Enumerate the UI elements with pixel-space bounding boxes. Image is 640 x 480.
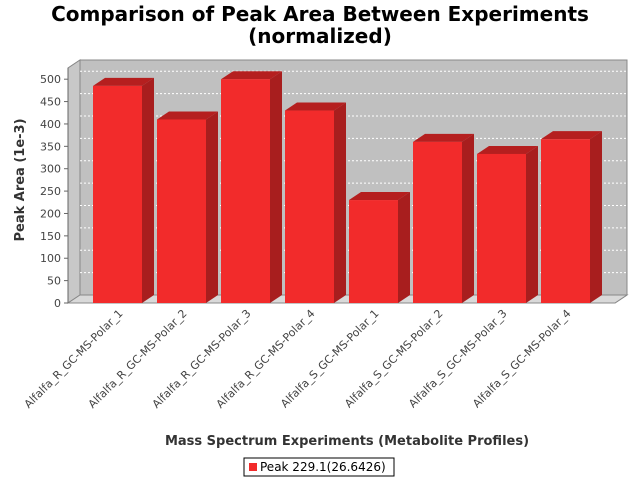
bar bbox=[221, 71, 282, 303]
bar-side bbox=[462, 133, 474, 303]
bar-top bbox=[477, 145, 538, 154]
bar-front bbox=[93, 85, 142, 304]
plot-left-wall bbox=[67, 59, 81, 304]
bar-front bbox=[349, 200, 398, 303]
y-tick-label: 500 bbox=[40, 73, 61, 86]
bar-top bbox=[349, 192, 410, 201]
bar bbox=[93, 77, 154, 304]
bar-side bbox=[334, 102, 346, 304]
legend-label: Peak 229.1(26.6426) bbox=[260, 460, 386, 474]
legend: Peak 229.1(26.6426) bbox=[243, 457, 395, 477]
chart-title: Comparison of Peak Area Between Experime… bbox=[51, 2, 589, 26]
y-tick-label: 0 bbox=[54, 297, 61, 310]
y-tick-label: 450 bbox=[40, 96, 61, 109]
x-axis-title: Mass Spectrum Experiments (Metabolite Pr… bbox=[165, 434, 529, 449]
y-tick-label: 250 bbox=[40, 185, 61, 198]
bar bbox=[157, 111, 218, 303]
y-tick-label: 100 bbox=[40, 252, 61, 265]
bar-side bbox=[206, 111, 218, 303]
bar-top bbox=[157, 111, 218, 120]
y-tick-label: 300 bbox=[40, 163, 61, 176]
bar-front bbox=[285, 110, 334, 304]
y-tick-label: 200 bbox=[40, 207, 61, 220]
y-axis-title: Peak Area (1e-3) bbox=[13, 118, 28, 241]
y-axis: 0 50 100 150 200 250 300 350 400 450 500 bbox=[40, 68, 69, 310]
bar-front bbox=[221, 79, 270, 303]
bar-top bbox=[413, 133, 474, 142]
bar bbox=[349, 192, 410, 303]
legend-box bbox=[243, 457, 395, 477]
x-tick-labels: Alfalfa_R_GC-MS-Polar_1Alfalfa_R_GC-MS-P… bbox=[22, 307, 574, 411]
y-tick-label: 400 bbox=[40, 118, 61, 131]
bar-side bbox=[270, 71, 282, 303]
bar-side bbox=[526, 145, 538, 303]
bar-side bbox=[142, 77, 154, 304]
bar-front bbox=[477, 153, 526, 303]
bars bbox=[93, 71, 602, 304]
bar-side bbox=[398, 192, 410, 303]
bar-top bbox=[285, 102, 346, 111]
bar-top bbox=[541, 131, 602, 140]
y-tick-label: 150 bbox=[40, 230, 61, 243]
bar-side bbox=[590, 131, 602, 303]
bar-top bbox=[93, 77, 154, 86]
bar bbox=[477, 145, 538, 303]
bar-front bbox=[157, 119, 206, 303]
legend-swatch bbox=[249, 463, 257, 471]
y-tick-label: 350 bbox=[40, 140, 61, 153]
bar-front bbox=[413, 141, 462, 303]
bar bbox=[285, 102, 346, 304]
bar bbox=[413, 133, 474, 303]
chart-subtitle: (normalized) bbox=[248, 24, 392, 48]
bar-top bbox=[221, 71, 282, 80]
bar-front bbox=[541, 139, 590, 303]
bar bbox=[541, 131, 602, 303]
y-tick-label: 50 bbox=[47, 275, 61, 288]
